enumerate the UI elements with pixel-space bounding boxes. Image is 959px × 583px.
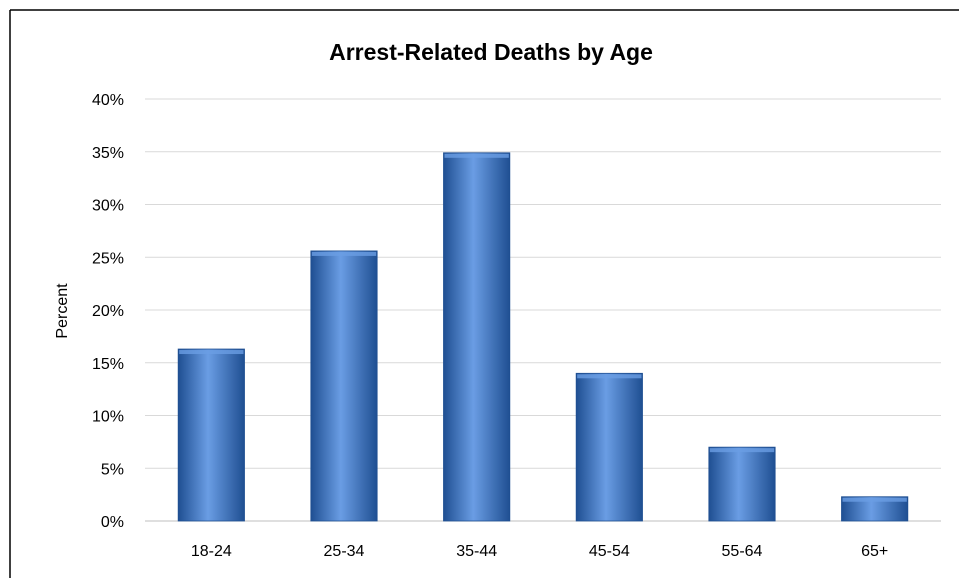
bar-bevel-45-54 (577, 374, 642, 379)
x-tick-label: 65+ (861, 543, 888, 560)
y-tick-label: 40% (92, 92, 124, 109)
y-tick-label: 0% (101, 514, 124, 531)
bar-55-64 (708, 446, 776, 522)
x-tick-label: 55-64 (722, 543, 763, 560)
y-tick-label: 30% (92, 198, 124, 215)
bar-bevel-25-34 (311, 251, 377, 256)
y-tick-label: 5% (101, 461, 124, 478)
x-tick-label: 35-44 (456, 543, 497, 560)
x-axis-ticks: 18-24 25-34 35-44 45-54 55-64 65+ (191, 543, 888, 560)
y-axis-label: Percent (54, 283, 71, 339)
y-axis-ticks: 0% 5% 10% 15% 20% 25% 30% 35% 40% (92, 92, 124, 531)
y-tick-label: 15% (92, 356, 124, 373)
x-tick-label: 25-34 (324, 543, 365, 560)
bar-18-24 (177, 348, 245, 522)
bar-bevel-65+ (842, 497, 907, 502)
y-tick-label: 35% (92, 145, 124, 162)
y-tick-label: 25% (92, 250, 124, 267)
bar-35-44 (443, 152, 511, 522)
y-tick-label: 20% (92, 303, 124, 320)
x-tick-label: 45-54 (589, 543, 630, 560)
bar-bevel-55-64 (709, 448, 775, 453)
bars (177, 152, 909, 522)
bar-bevel-35-44 (444, 153, 509, 158)
bar-bevel-18-24 (179, 350, 244, 355)
y-tick-label: 10% (92, 409, 124, 426)
bar-45-54 (575, 372, 643, 522)
bar-25-34 (310, 250, 378, 522)
x-tick-label: 18-24 (191, 543, 232, 560)
gridlines (145, 98, 941, 522)
chart-title: Arrest-Related Deaths by Age (329, 39, 653, 65)
